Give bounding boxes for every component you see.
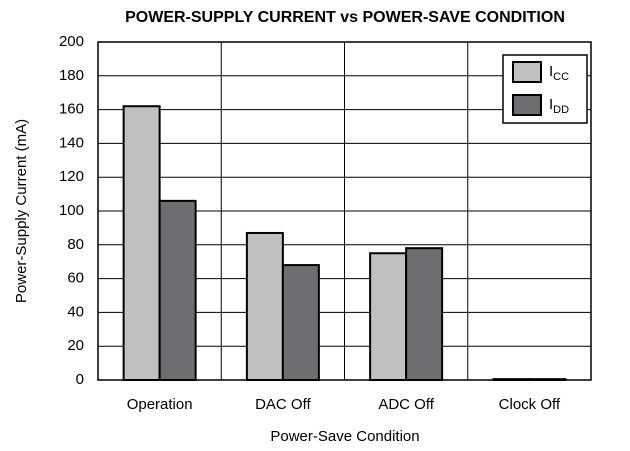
legend-label: ICC [549,63,569,83]
bar [492,378,531,381]
bar [369,252,408,381]
y-tick-label: 120 [59,168,84,185]
y-tick-label: 40 [67,303,84,320]
y-tick-label: 60 [67,270,84,287]
y-tick-label: 20 [67,337,84,354]
legend-swatch [512,94,542,116]
bar [281,264,320,381]
y-axis-label: Power-Supply Current (mA) [13,119,30,303]
y-tick-label: 140 [59,134,84,151]
plot-frame [97,41,592,381]
chart-title: POWER-SUPPLY CURRENT vs POWER-SAVE CONDI… [125,9,565,26]
bar [528,378,567,381]
bar [405,247,444,381]
y-tick-label: 180 [59,67,84,84]
legend-label: IDD [549,96,569,116]
bar [245,231,284,381]
x-tick-label: ADC Off [378,396,434,413]
x-tick-label: DAC Off [255,396,311,413]
y-tick-label: 100 [59,202,84,219]
bar [122,105,161,381]
bar [158,199,197,381]
y-tick-label: 160 [59,101,84,118]
y-tick-label: 0 [76,371,84,388]
x-tick-label: Clock Off [499,396,561,413]
x-axis-label: Power-Save Condition [270,428,419,445]
x-tick-label: Operation [127,396,193,413]
y-tick-label: 200 [59,33,84,50]
legend-swatch [512,61,542,83]
y-tick-label: 80 [67,236,84,253]
